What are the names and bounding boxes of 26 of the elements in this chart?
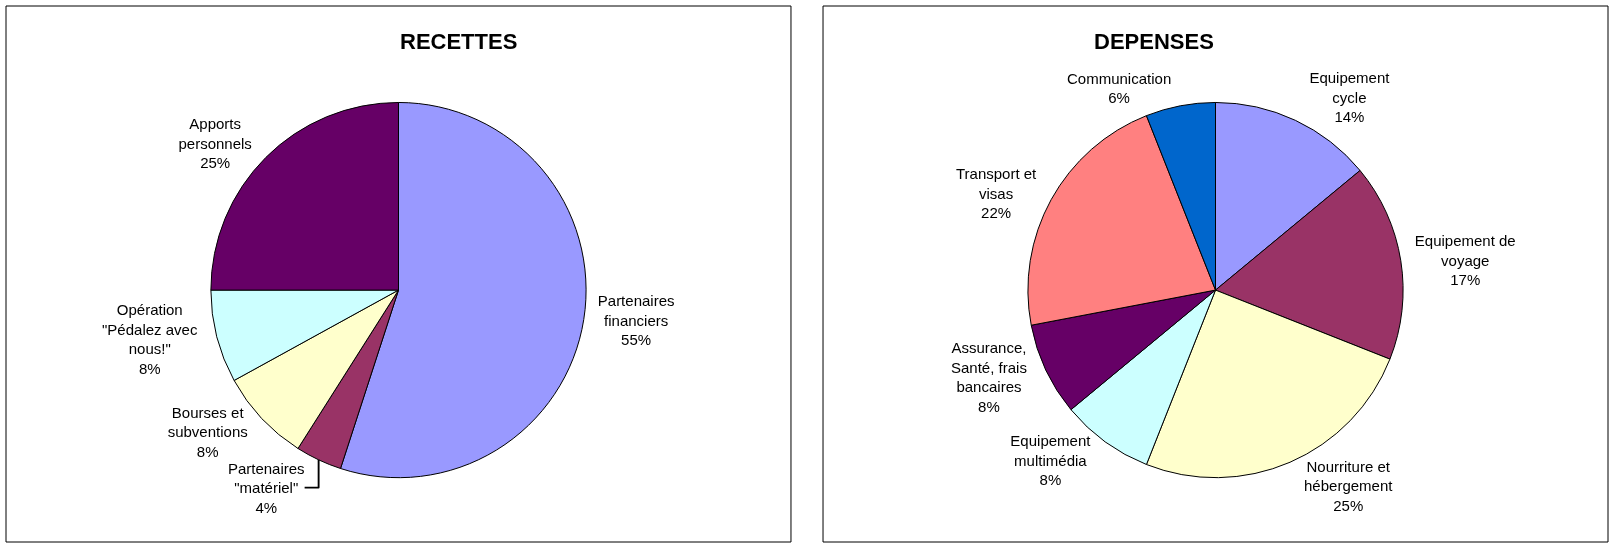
data-label: 8% [1039,471,1062,489]
slice-label: Equipement cycle [1309,69,1391,106]
slice-label: Partenaires financiers [597,292,675,329]
slice-label: Apports personnels [178,115,252,152]
data-label: 22% [981,204,1012,222]
slice-label: Transport et visas [955,165,1038,202]
chart-title: DEPENSES [1094,29,1214,54]
data-label: 17% [1450,271,1481,289]
data-label: 14% [1334,108,1365,126]
data-label: 6% [1108,89,1130,107]
slice-label: Assurance, Santé, frais bancaires [951,339,1027,396]
data-label: 8% [138,359,161,377]
slice-label: Equipement de voyage [1414,232,1516,269]
slice-label: Partenaires "matériel" [227,459,305,497]
slice-label: Equipement multimédia [1010,432,1092,469]
data-label: 25% [200,154,231,172]
slice-label: Nourriture et hébergement [1304,457,1394,495]
chart-title: RECETTES [400,29,518,54]
data-label: 4% [255,498,278,516]
slice-label: Bourses et subventions [167,403,248,441]
slice-label: Communication [1067,69,1172,87]
data-label: 55% [621,331,652,349]
data-label: 8% [978,397,1000,415]
data-label: 25% [1333,496,1364,514]
slice-label: Opération "Pédalez avec nous!" [102,301,198,358]
data-label: 8% [196,442,219,460]
